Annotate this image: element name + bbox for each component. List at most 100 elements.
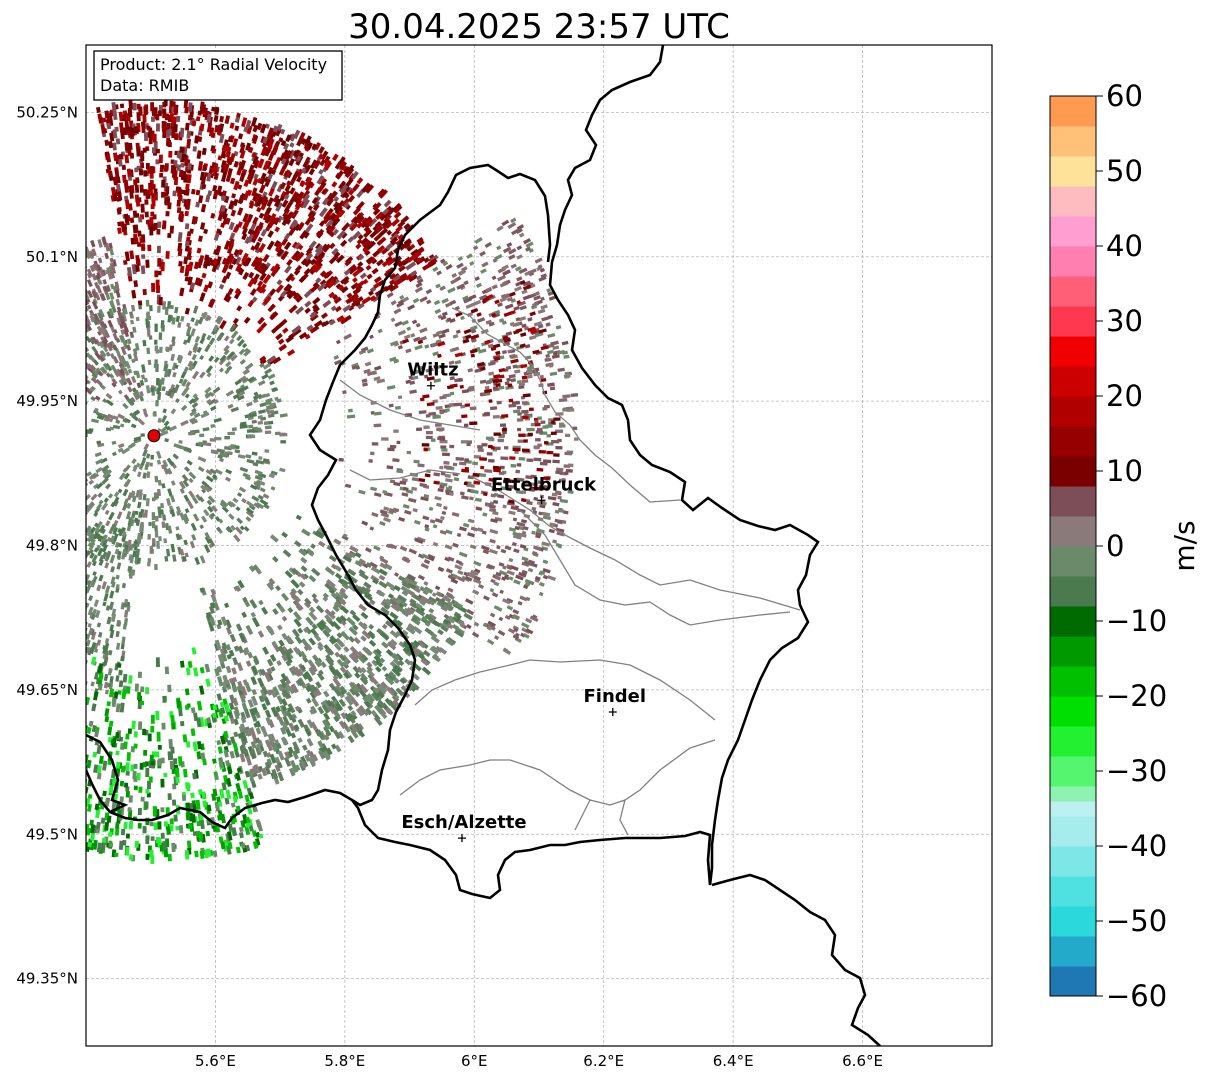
echo-cell (70, 626, 75, 633)
echo-cell (184, 276, 190, 282)
echo-cell (428, 254, 435, 260)
echo-cell (172, 190, 177, 197)
echo-cell (39, 367, 47, 374)
echo-cell (169, 113, 174, 119)
echo-cell (5, 593, 11, 600)
echo-cell (36, 559, 43, 567)
echo-cell (43, 386, 49, 391)
echo-cell (125, 733, 130, 740)
echo-cell (210, 212, 216, 219)
echo-cell (50, 721, 56, 729)
echo-cell (80, 558, 85, 563)
echo-cell (508, 398, 514, 403)
echo-cell (76, 501, 81, 506)
echo-cell (406, 450, 412, 455)
echo-cell (40, 772, 45, 777)
echo-cell (521, 409, 529, 414)
echo-cell (147, 558, 152, 563)
echo-cell (61, 526, 69, 534)
echo-cell (13, 577, 18, 582)
echo-cell (558, 422, 565, 426)
echo-cell (112, 142, 117, 151)
echo-cell (526, 458, 534, 463)
echo-cell (143, 106, 148, 116)
echo-cell (160, 502, 165, 509)
echo-cell (41, 625, 48, 633)
echo-cell (71, 436, 78, 440)
echo-cell (371, 295, 381, 303)
echo-cell (122, 259, 128, 266)
echo-cell (142, 147, 147, 153)
echo-cell (28, 565, 33, 570)
echo-cell (136, 112, 141, 122)
echo-cell (18, 633, 23, 638)
echo-cell (119, 153, 124, 160)
echo-cell (129, 217, 135, 223)
echo-cell (260, 321, 268, 329)
echo-cell (75, 337, 82, 345)
echo-cell (180, 175, 186, 181)
echo-cell (280, 237, 289, 246)
echo-cell (119, 780, 125, 787)
echo-cell (147, 359, 152, 366)
echo-cell (22, 814, 28, 822)
echo-cell (373, 233, 382, 242)
echo-cell (341, 165, 348, 172)
echo-cell (246, 213, 254, 223)
echo-cell (66, 369, 73, 375)
echo-cell (506, 377, 512, 382)
echo-cell (264, 214, 272, 224)
echo-cell (386, 229, 393, 236)
echo-cell (22, 642, 28, 648)
echo-cell (232, 138, 239, 148)
echo-cell (18, 576, 23, 581)
echo-cell (46, 464, 53, 469)
echo-cell (144, 211, 149, 218)
echo-cell (167, 232, 172, 239)
echo-cell (292, 327, 302, 337)
echo-cell (161, 179, 166, 188)
echo-cell (510, 463, 517, 468)
echo-cell (46, 597, 53, 606)
echo-cell (14, 573, 21, 580)
echo-cell (163, 772, 168, 778)
echo-cell (61, 524, 66, 529)
echo-cell (338, 156, 346, 165)
echo-cell (55, 419, 63, 423)
echo-cell (77, 611, 82, 617)
echo-cell (32, 777, 39, 787)
echo-cell (334, 205, 343, 215)
echo-cell (51, 445, 55, 449)
echo-cell (6, 810, 12, 817)
echo-cell (423, 425, 430, 429)
echo-cell (448, 485, 453, 490)
echo-cell (75, 379, 80, 384)
echo-cell (139, 152, 145, 162)
echo-cell (175, 825, 180, 831)
echo-cell (73, 590, 79, 597)
echo-cell (441, 452, 450, 457)
echo-cell (472, 461, 479, 466)
echo-cell (32, 630, 38, 637)
echo-cell (220, 171, 228, 183)
echo-cell (0, 594, 5, 602)
echo-cell (69, 564, 75, 571)
echo-cell (51, 666, 56, 673)
echo-cell (315, 277, 322, 284)
echo-cell (0, 627, 2, 634)
echo-cell (61, 638, 67, 645)
echo-cell (49, 371, 55, 376)
echo-cell (545, 424, 553, 428)
echo-cell (259, 272, 267, 282)
echo-cell (77, 598, 82, 605)
echo-cell (0, 784, 4, 794)
echo-cell (173, 124, 178, 133)
echo-cell (6, 826, 12, 833)
echo-cell (160, 778, 165, 788)
echo-cell (151, 521, 156, 529)
echo-cell (137, 671, 143, 678)
echo-cell (9, 637, 14, 642)
echo-cell (361, 296, 372, 305)
echo-cell (199, 433, 205, 438)
